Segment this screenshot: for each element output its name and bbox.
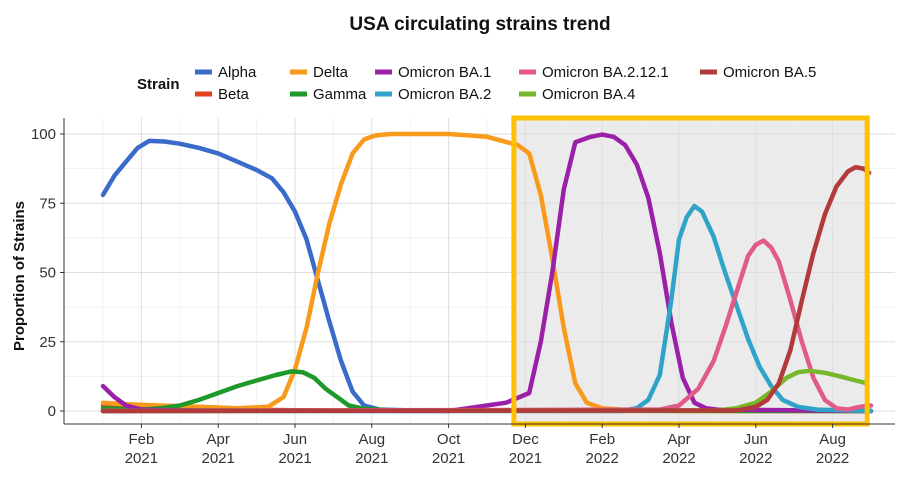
x-tick-label-year: 2021 [202, 450, 235, 467]
x-tick-label-year: 2021 [509, 450, 542, 467]
y-tick-label: 25 [39, 334, 56, 351]
y-axis-title: Proportion of Strains [11, 201, 28, 351]
plot-area [64, 115, 895, 427]
y-axis: 0 25 50 75 100 [31, 118, 65, 424]
y-tick-label: 0 [48, 403, 56, 420]
legend-label-delta: Delta [313, 64, 349, 81]
x-tick-label-month: Aug [358, 431, 385, 448]
x-tick-label-year: 2021 [278, 450, 311, 467]
x-tick-label-year: 2022 [816, 450, 849, 467]
series-line-omicron-ba-2-12-1 [100, 238, 874, 414]
x-tick-label-year: 2022 [739, 450, 772, 467]
y-tick-label: 100 [31, 126, 56, 143]
legend: Strain Alpha Beta Delta Gamma Omicron BA.1 Om… [137, 64, 816, 103]
legend-title: Strain [137, 76, 180, 93]
series-line-omicron-ba-5 [100, 164, 872, 414]
x-tick-label-month: Apr [207, 431, 230, 448]
legend-label-omicron-ba-5: Omicron BA.5 [723, 64, 816, 81]
x-tick-label-month: Aug [819, 431, 846, 448]
legend-label-omicron-ba-4: Omicron BA.4 [542, 86, 635, 103]
series-line-delta [100, 131, 874, 414]
x-tick-label-month: Oct [437, 431, 461, 448]
series-line-omicron-ba-2 [100, 203, 874, 414]
x-tick-label-year: 2022 [586, 450, 619, 467]
legend-label-alpha: Alpha [218, 64, 257, 81]
x-tick-label-month: Feb [589, 431, 615, 448]
x-tick-label-month: Dec [512, 431, 539, 448]
x-tick-label-year: 2021 [125, 450, 158, 467]
series-line-gamma [100, 369, 874, 414]
x-tick-label-year: 2021 [355, 450, 388, 467]
x-tick-label-year: 2022 [662, 450, 695, 467]
y-tick-label: 75 [39, 195, 56, 212]
legend-label-omicron-ba-2-12-1: Omicron BA.2.12.1 [542, 64, 669, 81]
x-tick-label-month: Jun [283, 431, 307, 448]
legend-label-omicron-ba-2: Omicron BA.2 [398, 86, 491, 103]
x-tick-label-year: 2021 [432, 450, 465, 467]
legend-label-gamma: Gamma [313, 86, 367, 103]
y-tick-label: 50 [39, 265, 56, 282]
series-lines [100, 131, 874, 414]
x-tick-label-month: Feb [128, 431, 154, 448]
legend-label-omicron-ba-1: Omicron BA.1 [398, 64, 491, 81]
x-tick-label-month: Jun [744, 431, 768, 448]
x-axis: Feb 2021 Apr 2021 Jun 2021 Aug 2021 Oct 2021 Dec 20… [64, 423, 895, 467]
x-tick-label-month: Apr [667, 431, 690, 448]
chart-title: USA circulating strains trend [349, 14, 610, 35]
series-line-alpha [100, 138, 874, 414]
legend-label-beta: Beta [218, 86, 250, 103]
